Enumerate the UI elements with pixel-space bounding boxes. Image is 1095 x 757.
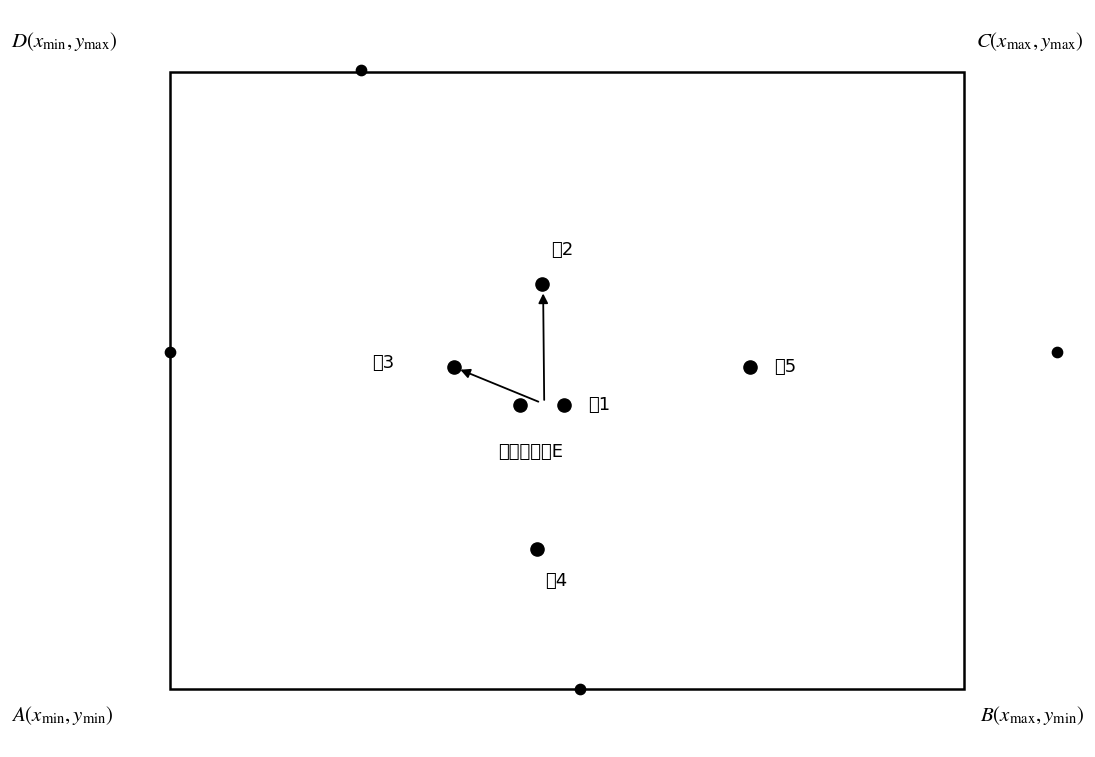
Point xyxy=(161,346,178,358)
Text: $A(x_{\mathrm{min}}, y_{\mathrm{min}})$: $A(x_{\mathrm{min}}, y_{\mathrm{min}})$ xyxy=(11,704,114,727)
Point xyxy=(572,683,589,695)
Text: 点1: 点1 xyxy=(588,396,610,414)
Point xyxy=(555,399,573,411)
Text: 点5: 点5 xyxy=(774,358,796,376)
Point xyxy=(533,278,551,290)
Point xyxy=(353,64,370,76)
Text: $C(x_{\mathrm{max}}, y_{\mathrm{max}})$: $C(x_{\mathrm{max}}, y_{\mathrm{max}})$ xyxy=(977,30,1084,53)
Text: 点2: 点2 xyxy=(551,241,573,259)
Text: $B(x_{\mathrm{max}}, y_{\mathrm{min}})$: $B(x_{\mathrm{max}}, y_{\mathrm{min}})$ xyxy=(980,704,1084,727)
Text: 点3: 点3 xyxy=(372,354,394,372)
Point xyxy=(511,399,529,411)
Text: $D(x_{\mathrm{min}}, y_{\mathrm{max}})$: $D(x_{\mathrm{min}}, y_{\mathrm{max}})$ xyxy=(11,30,117,53)
Point xyxy=(446,361,463,373)
Point xyxy=(1048,346,1065,358)
Text: 虚拟中心点E: 虚拟中心点E xyxy=(498,443,564,461)
Point xyxy=(741,361,759,373)
Text: 点4: 点4 xyxy=(545,572,567,590)
Point xyxy=(528,543,545,555)
